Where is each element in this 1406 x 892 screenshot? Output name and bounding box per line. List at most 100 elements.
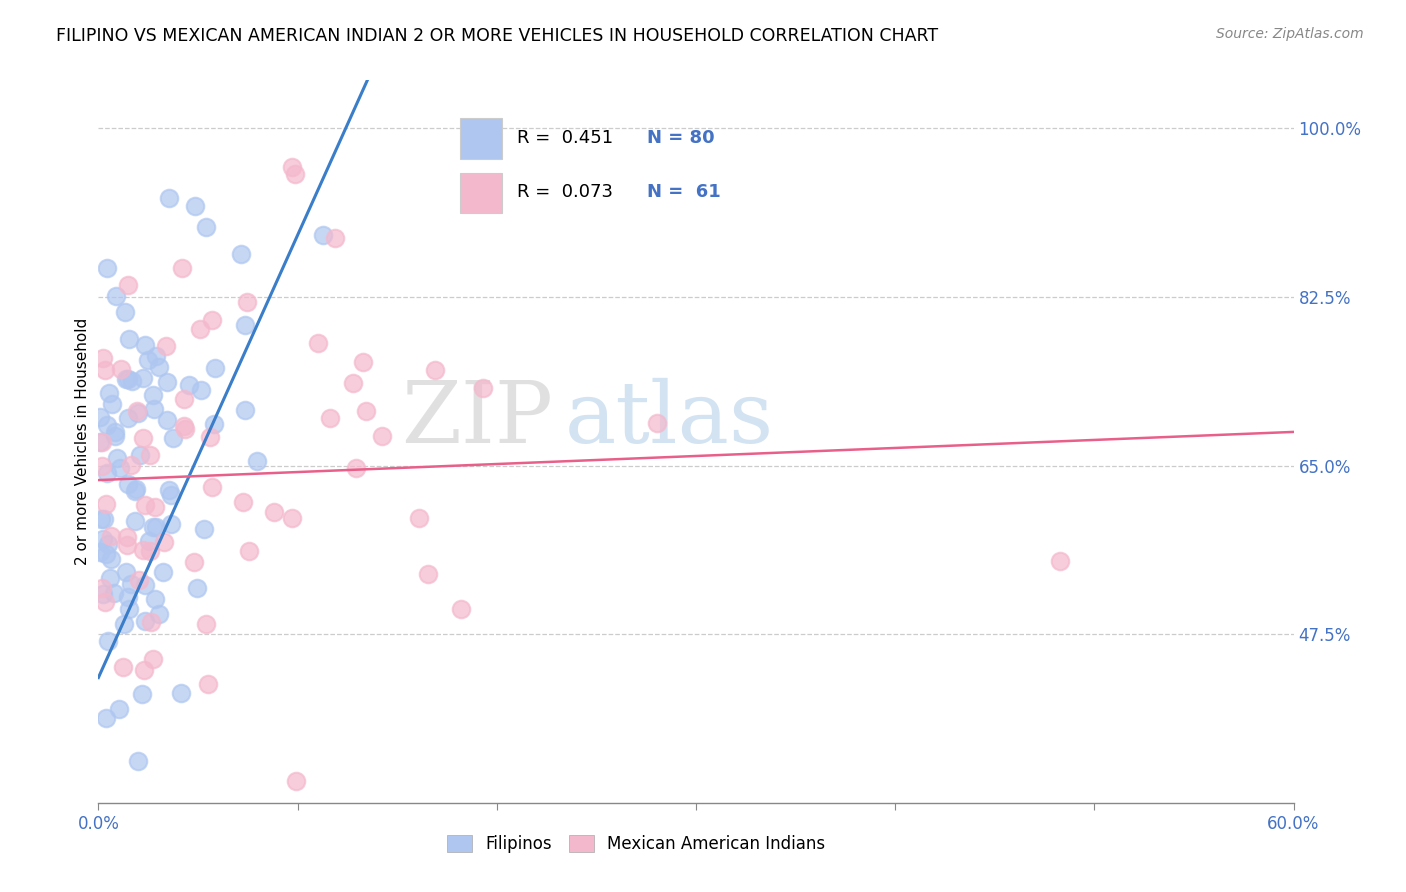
- Point: [127, 754, 149, 768]
- Point: [96, 467, 118, 481]
- Point: [127, 406, 149, 420]
- Point: [148, 607, 170, 622]
- Text: ZIP: ZIP: [401, 378, 553, 461]
- Point: [408, 511, 430, 525]
- Point: [152, 565, 174, 579]
- Point: [94, 497, 117, 511]
- Point: [416, 567, 439, 582]
- Point: [204, 361, 226, 376]
- Point: [104, 429, 127, 443]
- Point: [160, 516, 183, 531]
- Point: [104, 425, 127, 440]
- Point: [90, 512, 112, 526]
- Point: [139, 543, 162, 558]
- Point: [307, 335, 329, 350]
- Point: [96, 260, 118, 275]
- Point: [117, 411, 139, 425]
- Point: [96, 537, 118, 551]
- Point: [100, 552, 122, 566]
- Point: [284, 773, 307, 788]
- Point: [110, 362, 132, 376]
- Text: Source: ZipAtlas.com: Source: ZipAtlas.com: [1216, 27, 1364, 41]
- Point: [115, 565, 138, 579]
- Point: [100, 529, 122, 543]
- Point: [117, 477, 139, 491]
- Point: [352, 355, 374, 369]
- Point: [173, 422, 195, 436]
- Point: [183, 555, 205, 569]
- Point: [98, 571, 121, 585]
- Point: [96, 418, 118, 433]
- Point: [312, 228, 335, 243]
- Point: [157, 483, 180, 497]
- Point: [472, 381, 495, 395]
- Point: [423, 363, 446, 377]
- Point: [342, 376, 364, 390]
- Point: [112, 617, 135, 632]
- Point: [104, 289, 127, 303]
- Point: [142, 402, 165, 417]
- Point: [142, 520, 165, 534]
- Point: [128, 573, 150, 587]
- Point: [142, 651, 165, 665]
- Point: [195, 220, 218, 235]
- Point: [94, 547, 117, 561]
- Point: [173, 419, 195, 434]
- Point: [647, 416, 669, 430]
- Point: [323, 231, 346, 245]
- Point: [117, 590, 139, 604]
- Point: [124, 483, 146, 498]
- Point: [157, 191, 180, 205]
- Point: [143, 500, 166, 514]
- Point: [93, 512, 115, 526]
- Point: [319, 411, 342, 425]
- Point: [201, 313, 224, 327]
- Point: [131, 687, 153, 701]
- Point: [141, 615, 163, 629]
- Point: [229, 246, 252, 260]
- Point: [94, 595, 117, 609]
- Point: [195, 617, 218, 632]
- Point: [160, 487, 183, 501]
- Point: [89, 410, 111, 425]
- Point: [91, 459, 114, 474]
- Point: [117, 278, 139, 293]
- Point: [134, 498, 156, 512]
- Point: [134, 614, 156, 628]
- Point: [117, 372, 139, 386]
- Point: [201, 480, 224, 494]
- Point: [246, 454, 269, 468]
- Point: [93, 363, 115, 377]
- Point: [145, 519, 167, 533]
- Point: [281, 511, 304, 525]
- Point: [344, 461, 367, 475]
- Point: [152, 535, 174, 549]
- Point: [142, 388, 165, 402]
- Point: [115, 372, 138, 386]
- Point: [188, 322, 211, 336]
- Point: [114, 304, 136, 318]
- Point: [108, 460, 131, 475]
- Point: [145, 349, 167, 363]
- Point: [233, 318, 256, 332]
- Point: [143, 592, 166, 607]
- Point: [96, 711, 118, 725]
- Point: [371, 429, 394, 443]
- Point: [284, 167, 307, 181]
- Point: [89, 544, 111, 558]
- Legend: Filipinos, Mexican American Indians: Filipinos, Mexican American Indians: [440, 828, 832, 860]
- Point: [183, 199, 205, 213]
- Point: [134, 577, 156, 591]
- Point: [91, 351, 114, 365]
- Point: [124, 514, 146, 528]
- Point: [263, 505, 285, 519]
- Text: FILIPINO VS MEXICAN AMERICAN INDIAN 2 OR MORE VEHICLES IN HOUSEHOLD CORRELATION : FILIPINO VS MEXICAN AMERICAN INDIAN 2 OR…: [56, 27, 938, 45]
- Point: [1049, 553, 1071, 567]
- Point: [93, 587, 115, 601]
- Point: [177, 377, 200, 392]
- Point: [117, 538, 139, 552]
- Point: [156, 413, 179, 427]
- Text: atlas: atlas: [565, 378, 773, 461]
- Point: [111, 659, 134, 673]
- Point: [91, 581, 114, 595]
